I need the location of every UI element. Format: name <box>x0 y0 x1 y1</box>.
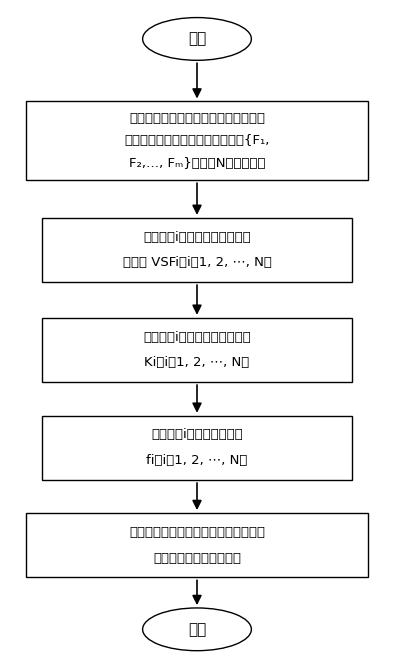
Text: 根据各站点的综合系数指标大小，选择: 根据各站点的综合系数指标大小，选择 <box>129 526 265 539</box>
Ellipse shape <box>143 18 251 60</box>
Text: 计算站点i的综合系数指标: 计算站点i的综合系数指标 <box>151 428 243 442</box>
FancyBboxPatch shape <box>42 217 352 282</box>
Text: 计算站点i对各逆变站电压的支: 计算站点i对各逆变站电压的支 <box>143 231 251 243</box>
Text: 仿真模型，确定需要研究的故障集{F₁,: 仿真模型，确定需要研究的故障集{F₁, <box>125 135 269 147</box>
Text: 撑强度 VSFi（i＝1, 2, ⋯, N）: 撑强度 VSFi（i＝1, 2, ⋯, N） <box>123 257 271 269</box>
FancyBboxPatch shape <box>26 513 368 577</box>
Text: 结束: 结束 <box>188 622 206 637</box>
Ellipse shape <box>143 608 251 650</box>
Text: Ki（i＝1, 2, ⋯, N）: Ki（i＝1, 2, ⋯, N） <box>144 356 250 369</box>
Text: fi（i＝1, 2, ⋯, N）: fi（i＝1, 2, ⋯, N） <box>146 454 248 467</box>
Text: 搜集或建立待研究的多直流落点系统的: 搜集或建立待研究的多直流落点系统的 <box>129 112 265 125</box>
Text: 开始: 开始 <box>188 31 206 46</box>
FancyBboxPatch shape <box>26 101 368 180</box>
FancyBboxPatch shape <box>42 416 352 480</box>
Text: 配置快速投切电容器站点: 配置快速投切电容器站点 <box>153 552 241 565</box>
FancyBboxPatch shape <box>42 318 352 382</box>
Text: 计算站点i的电压薄弱程度指标: 计算站点i的电压薄弱程度指标 <box>143 331 251 343</box>
Text: F₂,…, Fₘ}，确定N个候选站点: F₂,…, Fₘ}，确定N个候选站点 <box>129 157 265 170</box>
